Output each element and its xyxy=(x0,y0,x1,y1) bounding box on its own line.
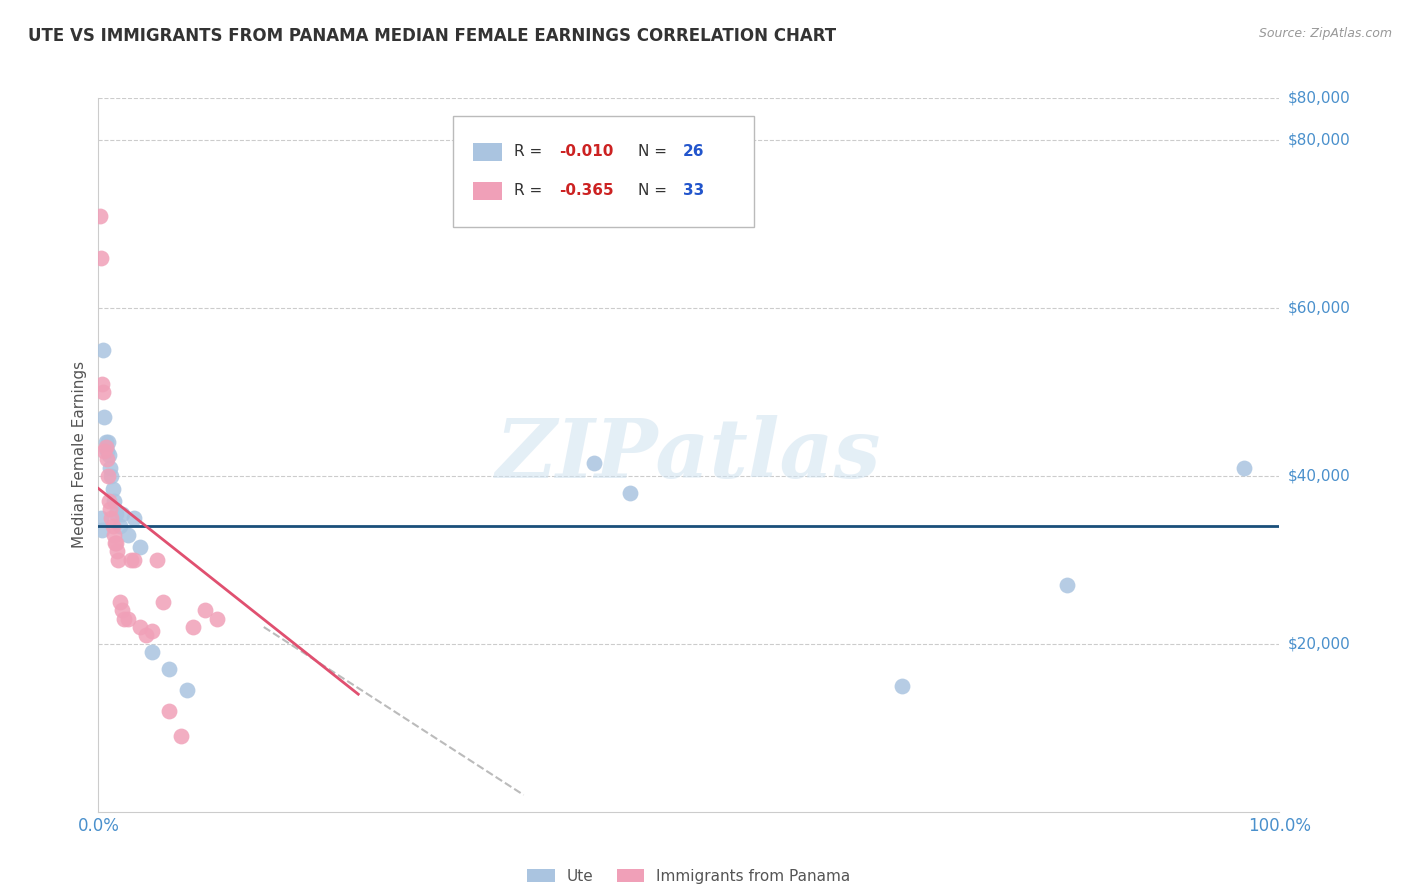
Point xyxy=(181,620,204,634)
Point xyxy=(135,628,157,642)
FancyBboxPatch shape xyxy=(472,143,502,161)
Point xyxy=(103,527,125,541)
Point xyxy=(194,603,217,617)
Point xyxy=(105,544,128,558)
Point xyxy=(146,553,169,567)
Point xyxy=(121,553,143,567)
Point xyxy=(117,527,139,541)
Point xyxy=(93,410,115,425)
Text: ZIPatlas: ZIPatlas xyxy=(496,415,882,495)
Point xyxy=(111,507,134,521)
Point xyxy=(101,482,124,496)
Point xyxy=(91,343,114,357)
Point xyxy=(1056,578,1078,592)
Point xyxy=(96,452,118,467)
Text: UTE VS IMMIGRANTS FROM PANAMA MEDIAN FEMALE EARNINGS CORRELATION CHART: UTE VS IMMIGRANTS FROM PANAMA MEDIAN FEM… xyxy=(28,27,837,45)
Point xyxy=(122,511,145,525)
Point xyxy=(619,485,641,500)
Point xyxy=(890,679,912,693)
Point xyxy=(141,645,163,659)
Point xyxy=(98,494,121,508)
FancyBboxPatch shape xyxy=(472,182,502,200)
Point xyxy=(112,612,135,626)
Point xyxy=(103,494,125,508)
Text: 26: 26 xyxy=(683,145,704,159)
Text: 33: 33 xyxy=(683,184,704,198)
Point xyxy=(176,683,198,698)
Text: R =: R = xyxy=(515,184,547,198)
Point xyxy=(105,536,128,550)
Point xyxy=(98,502,121,516)
Point xyxy=(205,612,228,626)
Point xyxy=(583,456,606,470)
Legend: Ute, Immigrants from Panama: Ute, Immigrants from Panama xyxy=(522,863,856,889)
Point xyxy=(97,435,120,450)
Text: N =: N = xyxy=(638,184,672,198)
Point xyxy=(93,443,115,458)
Text: $80,000: $80,000 xyxy=(1288,133,1351,147)
Point xyxy=(94,440,117,454)
Point xyxy=(128,541,150,555)
Point xyxy=(91,376,114,391)
Point xyxy=(117,612,139,626)
Point xyxy=(157,704,180,718)
Point xyxy=(97,469,120,483)
Point xyxy=(107,553,129,567)
Text: -0.010: -0.010 xyxy=(560,145,613,159)
Point xyxy=(90,511,112,525)
FancyBboxPatch shape xyxy=(453,116,754,227)
Point xyxy=(91,524,114,538)
Point xyxy=(100,469,122,483)
Point xyxy=(170,729,193,743)
Text: R =: R = xyxy=(515,145,547,159)
Point xyxy=(108,595,131,609)
Point xyxy=(91,384,114,399)
Y-axis label: Median Female Earnings: Median Female Earnings xyxy=(72,361,87,549)
Point xyxy=(100,511,122,525)
Point xyxy=(89,209,111,223)
Point xyxy=(105,507,128,521)
Point xyxy=(90,251,112,265)
Point xyxy=(157,662,180,676)
Point xyxy=(104,536,127,550)
Point xyxy=(108,519,131,533)
Point xyxy=(152,595,174,609)
Text: $60,000: $60,000 xyxy=(1288,301,1351,316)
Text: N =: N = xyxy=(638,145,672,159)
Point xyxy=(101,519,124,533)
Text: -0.365: -0.365 xyxy=(560,184,613,198)
Point xyxy=(98,448,121,462)
Text: $80,000: $80,000 xyxy=(1288,91,1351,105)
Point xyxy=(111,603,134,617)
Point xyxy=(141,624,163,639)
Point xyxy=(1233,460,1256,475)
Point xyxy=(98,460,121,475)
Point xyxy=(122,553,145,567)
Point xyxy=(94,435,117,450)
Text: Source: ZipAtlas.com: Source: ZipAtlas.com xyxy=(1258,27,1392,40)
Point xyxy=(96,443,118,458)
Text: $40,000: $40,000 xyxy=(1288,468,1351,483)
Point xyxy=(128,620,150,634)
Text: $20,000: $20,000 xyxy=(1288,636,1351,651)
